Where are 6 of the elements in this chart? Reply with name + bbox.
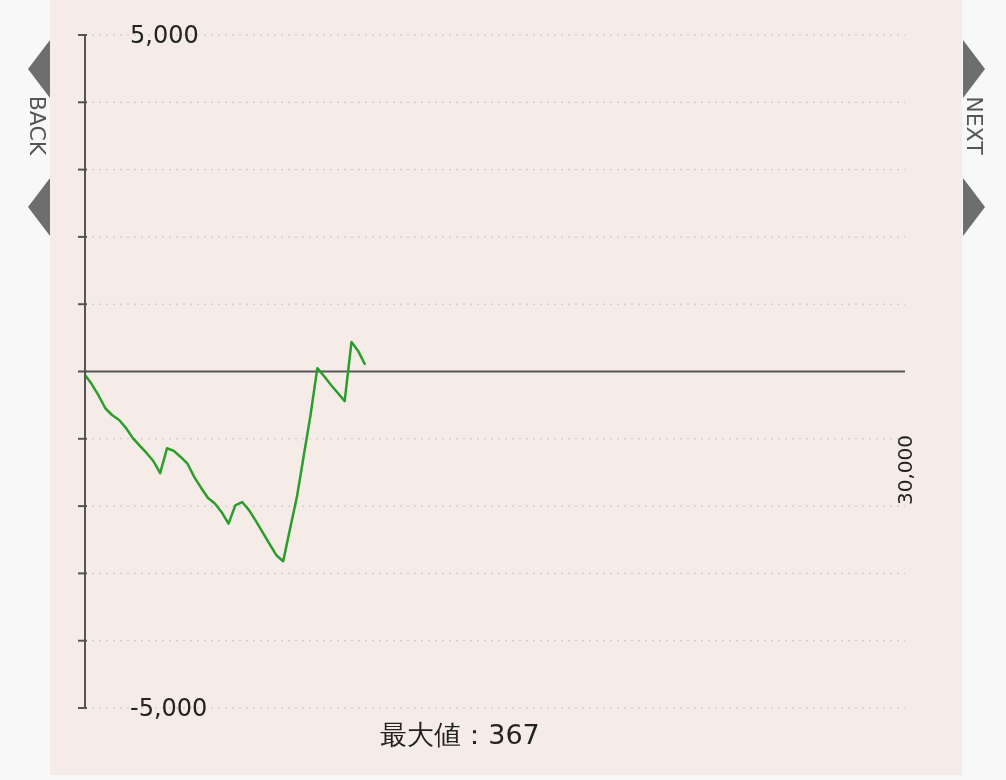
annotation: 30,000 — [893, 435, 918, 505]
y-tick-label: -5,000 — [130, 694, 208, 722]
text: 最大値：367 — [380, 719, 540, 750]
text: NEXT — [961, 96, 987, 155]
text: BACK — [25, 95, 51, 156]
y-tick-label: 5,000 — [130, 21, 199, 49]
